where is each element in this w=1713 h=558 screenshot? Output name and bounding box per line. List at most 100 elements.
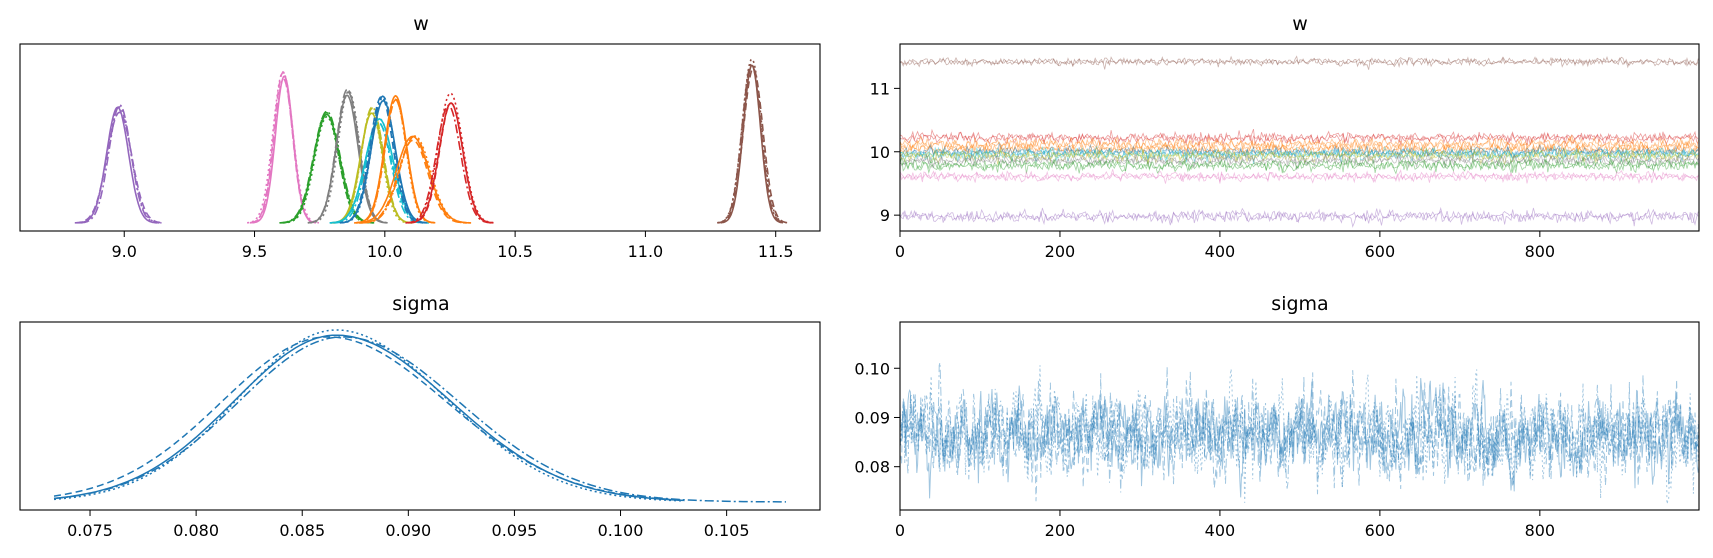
w-trace-line [899,169,1699,184]
w-density-curve [361,135,468,224]
w-density-curve [307,88,388,224]
w-density-curve [282,111,371,224]
panel-sigma-density: sigma 0.075 0.080 0.085 0.090 0.095 0.100 0.10… [19,293,821,540]
x-tick-label: 9.5 [242,242,267,261]
x-tick-label: 600 [1365,521,1396,540]
w-trace-line [899,128,1699,147]
x-tick-label: 0.085 [279,521,325,540]
w-trace-line [899,151,1699,170]
w-trace-line [899,56,1699,70]
sigma-trace-line [899,365,1700,505]
w-density-x-ticks: 9.0 9.5 10.0 10.5 11.0 11.5 [112,231,794,261]
x-tick-label: 0.080 [173,521,219,540]
x-tick-label: 0.090 [385,521,431,540]
x-tick-label: 10.0 [367,242,403,261]
x-tick-label: 200 [1045,521,1076,540]
w-density-curve [80,104,160,224]
w-trace-line [899,141,1699,162]
panel-sigma-trace: sigma 0 200 400 600 800 0.08 0.09 0.10 [854,293,1700,540]
sigma-trace-line [899,362,1700,495]
sigma-trace-lines [899,362,1700,505]
x-tick-label: 600 [1365,242,1396,261]
w-trace-y-ticks: 9 10 11 [870,79,900,225]
w-density-curve [405,104,492,224]
panel-title-sigma-density: sigma [392,293,449,315]
w-density-curve [247,70,319,224]
x-tick-label: 400 [1205,242,1236,261]
w-density-curve [720,64,784,224]
y-tick-label: 0.09 [854,408,890,427]
x-tick-label: 800 [1525,521,1556,540]
w-density-curve [341,96,425,224]
w-density-curves [74,58,789,224]
w-density-curve [334,121,423,224]
x-tick-label: 11.5 [758,242,794,261]
panel-title-w-density: w [413,13,429,35]
w-trace-line [899,145,1699,163]
x-tick-label: 200 [1045,242,1076,261]
w-trace-x-ticks: 0 200 400 600 800 [895,231,1555,261]
x-tick-label: 0.075 [67,521,113,540]
w-trace-line [899,152,1699,169]
x-tick-label: 0 [895,242,905,261]
x-tick-label: 10.5 [497,242,533,261]
y-tick-label: 10 [870,143,890,162]
w-trace-line [899,128,1699,148]
panel-w-density: w 9.0 9.5 10.0 10.5 11.0 11.5 [19,13,821,261]
y-tick-label: 0.10 [854,359,890,378]
w-density-curve [76,105,162,224]
w-density-axes-frame [19,43,821,232]
sigma-trace-line [899,366,1700,502]
w-density-curve [339,95,424,224]
x-tick-label: 0.105 [704,521,750,540]
w-trace-line [899,147,1699,166]
w-trace-line [899,144,1699,161]
x-tick-label: 0.095 [492,521,538,540]
w-trace-line [899,140,1699,158]
sigma-density-curve [53,329,685,502]
w-density-curve [283,115,371,224]
x-tick-label: 11.0 [628,242,664,261]
w-trace-axes-frame [899,43,1700,232]
panel-w-trace: w 0 200 400 600 800 9 10 11 [870,13,1700,261]
w-trace-line [899,134,1699,155]
x-tick-label: 9.0 [112,242,137,261]
x-tick-label: 0.100 [598,521,644,540]
w-trace-line [899,170,1699,185]
y-tick-label: 11 [870,79,890,98]
w-trace-line [899,141,1699,157]
x-tick-label: 0 [895,521,905,540]
y-tick-label: 9 [880,206,890,225]
w-trace-line [899,55,1699,69]
w-density-curve [409,102,493,224]
w-density-curve [406,92,495,224]
sigma-trace-x-ticks: 0 200 400 600 800 [895,510,1555,540]
w-density-curve [332,106,412,224]
sigma-trace-y-ticks: 0.08 0.09 0.10 [854,359,900,477]
w-trace-line [899,144,1699,165]
w-density-curve [279,110,375,224]
w-trace-line [899,156,1699,175]
w-trace-line [899,207,1699,227]
panel-title-w-trace: w [1292,13,1308,35]
sigma-trace-axes-frame [899,321,1700,511]
w-trace-line [899,147,1699,166]
w-trace-lines [899,55,1699,228]
sigma-density-x-ticks: 0.075 0.080 0.085 0.090 0.095 0.100 0.105 [67,510,750,540]
w-density-curve [718,67,789,224]
sigma-density-axes-frame [19,321,821,511]
sigma-trace-line [899,378,1700,499]
x-tick-label: 800 [1525,242,1556,261]
panel-title-sigma-trace: sigma [1271,293,1328,315]
w-trace-line [899,135,1699,154]
sigma-density-curves [53,329,786,503]
w-density-curve [717,58,787,224]
x-tick-label: 400 [1205,521,1236,540]
w-density-curve [340,95,426,224]
w-trace-line [899,156,1699,175]
w-trace-line [899,206,1699,228]
y-tick-label: 0.08 [854,458,890,477]
sigma-density-curve [53,336,685,501]
